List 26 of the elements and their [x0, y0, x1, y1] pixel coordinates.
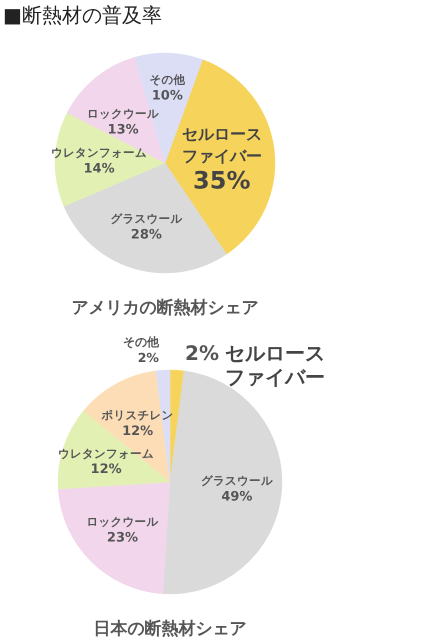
value-label: 35%: [193, 166, 250, 195]
value-label: 13%: [108, 122, 139, 138]
category-label: ロックウール: [87, 106, 160, 121]
value-label: 2%: [138, 350, 159, 366]
category-label: グラスウール: [200, 473, 273, 488]
value-label: 23%: [106, 530, 138, 546]
category-label: ウレタンフォーム: [51, 146, 148, 160]
category-label: ロックウール: [86, 514, 158, 529]
category-label: ウレタンフォーム: [58, 446, 154, 460]
title: 日本の断熱材シェア: [94, 619, 246, 639]
category-label: セルロース: [225, 341, 325, 366]
value-label: 12%: [122, 424, 154, 440]
value-label: 2%: [185, 341, 219, 366]
category-label: ファイバー: [182, 146, 262, 166]
value-label: 28%: [130, 227, 162, 242]
category-label: その他: [149, 72, 186, 87]
value-label: 12%: [90, 462, 122, 478]
value-label: 49%: [221, 489, 252, 504]
category-label: その他: [122, 335, 159, 350]
title: ■断熱材の普及率: [3, 3, 162, 27]
subtitle: アメリカの断熱材シェア: [72, 298, 258, 318]
category-label: グラスウール: [110, 211, 182, 226]
category-label: セルロース: [182, 124, 262, 144]
value-label: 10%: [152, 88, 183, 104]
value-label: 14%: [83, 162, 115, 177]
category-label: ファイバー: [225, 365, 325, 390]
